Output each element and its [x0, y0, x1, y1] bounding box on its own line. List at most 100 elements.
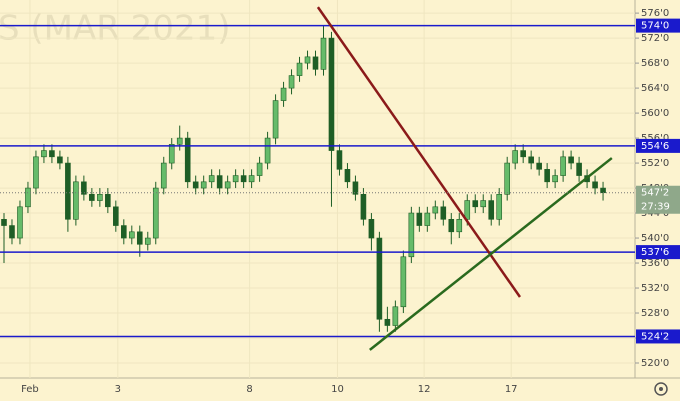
candle-body [57, 156, 63, 164]
candle-body [176, 137, 183, 145]
x-tick-label: 8 [246, 384, 252, 395]
candle-body [520, 150, 526, 158]
candle-body [65, 162, 71, 220]
level-label: 574'0 [641, 21, 669, 32]
candle-body [576, 162, 582, 176]
last-price-label: 547'2 [641, 188, 669, 199]
candle-body [105, 194, 111, 208]
trend-line [369, 157, 613, 351]
candle-body [288, 75, 295, 89]
x-tick-label: 12 [418, 384, 431, 395]
x-tick-label: 3 [115, 384, 121, 395]
level-label-box [636, 329, 680, 344]
candle-body [216, 175, 223, 189]
y-tick-label: 540'0 [641, 233, 669, 244]
candle-body [160, 162, 167, 189]
candle-body [152, 187, 159, 239]
candle-body [448, 219, 455, 233]
candle-body [200, 181, 207, 189]
x-tick-label: Feb [21, 384, 39, 395]
candle-body [240, 175, 247, 183]
candle-body [528, 156, 534, 164]
candle-body [128, 231, 135, 239]
candle-body [488, 200, 495, 220]
candle-body [392, 306, 399, 326]
candle-body [208, 175, 215, 183]
candle-body [304, 56, 311, 64]
candle-body [424, 212, 431, 226]
y-tick-label: 528'0 [641, 308, 669, 319]
candle-body [17, 206, 23, 239]
level-label: 537'6 [641, 247, 669, 258]
settings-icon[interactable] [654, 382, 668, 396]
y-tick-label: 572'0 [641, 33, 669, 44]
candle-body [312, 56, 319, 70]
candle-body [144, 237, 151, 245]
countdown: 27:39 [641, 202, 670, 213]
candle-body [416, 212, 423, 226]
candle-body [81, 181, 87, 195]
candle-body [320, 37, 327, 70]
candle-body [9, 225, 15, 239]
y-tick-label: 532'0 [641, 283, 669, 294]
candle-body [121, 225, 127, 239]
y-tick-label: 536'0 [641, 258, 669, 269]
candle-body [536, 162, 542, 170]
candle-body [136, 231, 143, 245]
level-label-box [636, 138, 680, 153]
candle-body [248, 175, 255, 183]
candle-body [25, 187, 31, 208]
candle-body [592, 181, 598, 189]
last-price-box [636, 185, 680, 214]
candle-body [272, 100, 279, 139]
y-tick-label: 564'0 [641, 83, 669, 94]
candle-body [336, 150, 343, 170]
candle-body [41, 150, 47, 158]
candle-body [264, 137, 271, 164]
candle-body [472, 200, 479, 208]
candle-body [544, 169, 550, 183]
candle-body [432, 206, 439, 214]
candle-body [1, 219, 7, 226]
candle-body [552, 175, 558, 183]
trend-line [316, 6, 522, 298]
candle-body [560, 156, 566, 176]
level-label-box [636, 245, 680, 260]
candle-body [328, 37, 335, 151]
y-tick-label: 576'0 [641, 8, 669, 19]
candle-body [113, 206, 119, 226]
candle-body [504, 162, 511, 195]
candle-body [512, 150, 518, 164]
candle-body [232, 175, 239, 183]
y-tick-label: 520'0 [641, 358, 669, 369]
y-tick-label: 568'0 [641, 58, 669, 69]
candle-body [73, 181, 79, 220]
y-tick-label: 552'0 [641, 158, 669, 169]
level-label: 554'6 [641, 141, 669, 152]
y-tick-label: 556'0 [641, 133, 669, 144]
x-tick-label: 17 [505, 384, 518, 395]
x-tick-label: 10 [331, 384, 344, 395]
candle-body [296, 62, 303, 76]
candle-body [352, 181, 359, 195]
candle-body [344, 169, 351, 183]
candle-body [480, 200, 487, 208]
candle-body [224, 181, 231, 189]
candle-body [568, 156, 574, 164]
candle-body [368, 219, 375, 239]
level-label: 524'2 [641, 331, 669, 342]
candle-body [384, 318, 391, 326]
y-tick-label: 560'0 [641, 108, 669, 119]
candle-body [97, 194, 103, 201]
watermark-title: S (MAR 2021) [0, 9, 230, 49]
candle-body [400, 256, 407, 308]
candle-body [33, 156, 39, 189]
candle-body [192, 181, 199, 189]
level-label-box [636, 18, 680, 33]
candle-body [256, 162, 263, 176]
candle-body [49, 150, 55, 158]
candle-body [184, 137, 191, 183]
candle-body [168, 144, 175, 164]
